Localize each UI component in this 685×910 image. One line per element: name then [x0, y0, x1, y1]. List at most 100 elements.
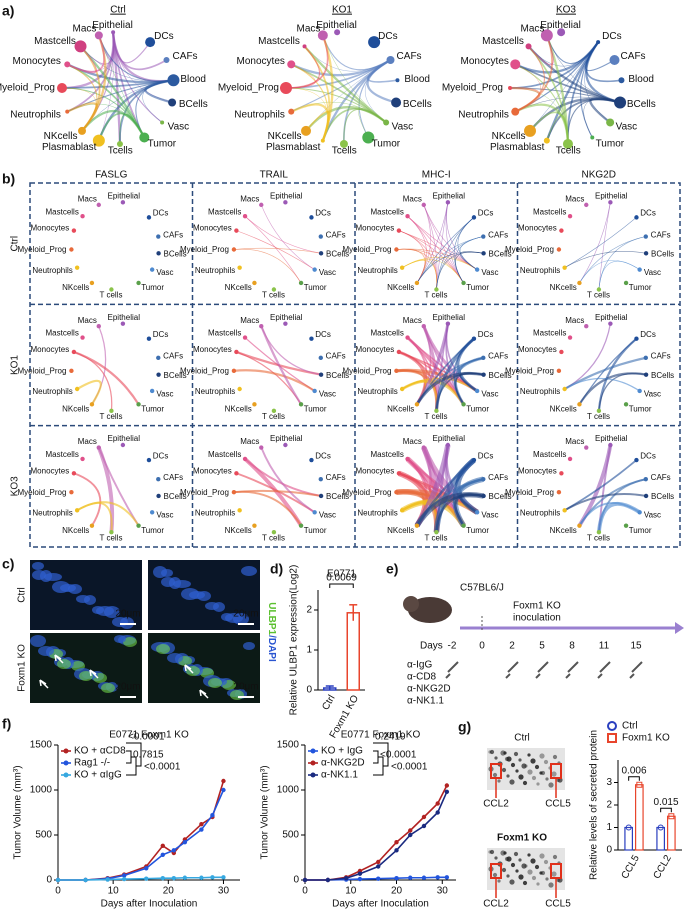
x-tick-label: 0 [302, 886, 308, 897]
data-point [376, 876, 381, 881]
node-label: Tumor [629, 526, 652, 535]
x-tick-label: 10 [345, 886, 357, 897]
signal-edge [233, 248, 302, 284]
node-label: NKcells [387, 526, 414, 535]
signal-node [396, 228, 402, 233]
signal-edge [598, 260, 640, 290]
bar [624, 826, 634, 851]
node-label: Monocytes [193, 466, 232, 475]
node-label: Tumor [304, 526, 327, 535]
signal-node [74, 386, 80, 392]
data-point [105, 877, 110, 882]
chart-title: E0771 Foxm1 KO [109, 730, 189, 741]
network-node [320, 138, 325, 143]
blot-spot [518, 858, 522, 862]
p-bracket [660, 807, 672, 813]
node-label: Myeloid_Prog [218, 83, 279, 94]
node-label: DCs [640, 330, 656, 339]
ulbp1-signal [123, 637, 137, 647]
blot-spot [527, 853, 531, 857]
node-label: Neutrophils [32, 266, 72, 275]
node-label: NKcells [44, 131, 78, 142]
data-point [221, 875, 226, 880]
network-node [78, 126, 87, 135]
blot-spot [518, 758, 522, 762]
network-node [287, 60, 296, 69]
cell-blob [76, 595, 90, 603]
data-point [408, 828, 413, 833]
signal-node [120, 442, 126, 448]
y-tick-label: 500 [282, 830, 299, 841]
node-label: Plasmablast [42, 142, 97, 153]
node-label: Vasc [168, 121, 190, 132]
node-label: Neutrophils [195, 508, 235, 517]
network-node [540, 29, 553, 42]
bar [634, 784, 644, 851]
node-label: DCs [478, 451, 494, 460]
data-point [302, 877, 308, 883]
signal-node [643, 476, 648, 482]
node-label: Monocytes [518, 224, 557, 233]
signal-node [312, 388, 317, 394]
x-tick-label: CCL2 [652, 853, 675, 881]
cell-blob [241, 566, 257, 576]
p-value: <0.0001 [380, 750, 417, 761]
node-label: Mastcells [45, 329, 78, 338]
node-label: NKcells [62, 405, 89, 414]
x-tick-label: 30 [437, 886, 449, 897]
x-tick-label: 0 [55, 886, 61, 897]
signal-node [634, 457, 639, 463]
p-value: <0.0001 [128, 732, 165, 743]
signal-edge [96, 446, 115, 533]
node-label: Myeloid_Prog [505, 366, 554, 375]
data-point [435, 875, 440, 880]
cell-blob [167, 653, 183, 663]
data-point [657, 824, 664, 831]
network-node [362, 131, 375, 144]
signal-node [237, 386, 242, 392]
signal-node [252, 523, 257, 528]
signal-node [474, 388, 480, 394]
bar [666, 815, 676, 851]
signal-node [318, 372, 324, 377]
signal-node [74, 265, 80, 270]
network-edge [61, 87, 97, 132]
signal-node [283, 200, 288, 205]
y-axis-label: Tumor Volume (mm³) [260, 765, 271, 859]
signal-node [298, 402, 304, 407]
signal-node [577, 523, 582, 528]
node-label: Vasc [156, 268, 173, 277]
signal-node [414, 280, 420, 286]
node-label: Epithelial [270, 192, 303, 201]
blot-spot [494, 756, 498, 760]
signal-node [146, 215, 152, 220]
blot-spot [506, 874, 510, 878]
node-label: Macs [565, 194, 584, 203]
arrow [199, 689, 209, 699]
node-label: CAFs [163, 230, 183, 239]
signal-node [471, 457, 477, 463]
signal-node [96, 202, 101, 208]
node-label: Macs [78, 194, 97, 203]
signal-node [596, 287, 602, 292]
node-label: Monocytes [193, 224, 232, 233]
signal-node [318, 476, 323, 482]
node-label: Epithelial [433, 434, 466, 443]
panel-label: g) [458, 719, 471, 735]
network-node [525, 43, 532, 50]
blot-spot [539, 753, 545, 759]
cell-blob [30, 635, 46, 647]
data-point [55, 877, 61, 883]
node-label: Myeloid_Prog [505, 488, 554, 497]
cell-blob [181, 588, 199, 600]
signal-node [146, 336, 152, 341]
node-label: DCs [315, 451, 331, 460]
node-label: BCells [651, 371, 674, 380]
blot-spot [548, 782, 554, 788]
day-label: 0 [479, 641, 485, 652]
node-label: DCs [478, 330, 494, 339]
node-label: Neutrophils [357, 508, 397, 517]
blot-spot [540, 770, 546, 776]
arrow [39, 679, 49, 689]
